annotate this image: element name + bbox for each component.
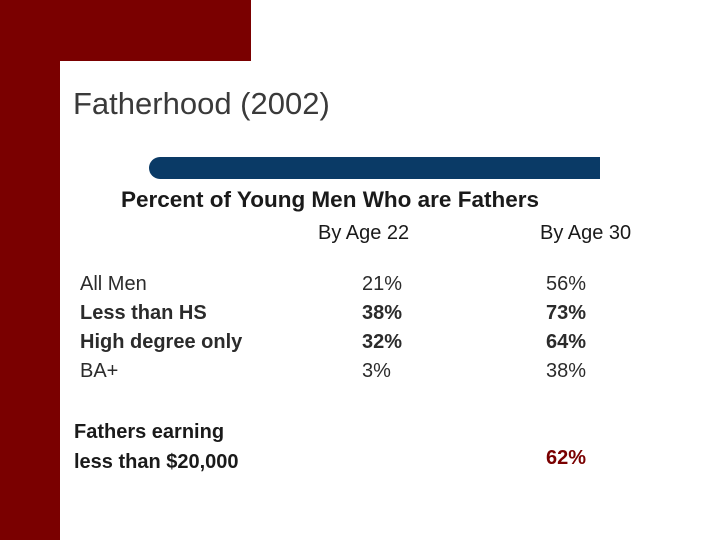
value-age-22: 3% bbox=[362, 360, 391, 382]
value-age-30: 56% bbox=[546, 273, 587, 295]
content-corner bbox=[60, 61, 82, 83]
value-age-30: 38% bbox=[546, 360, 587, 382]
row-label: High degree only bbox=[80, 331, 243, 353]
fathers-earning-value-age-30: 62% bbox=[546, 447, 587, 469]
left-decor-bar bbox=[0, 0, 60, 540]
row-label: BA+ bbox=[80, 360, 119, 382]
column-header-age-30: By Age 30 bbox=[540, 222, 632, 244]
table-row: BA+ 3% 38% bbox=[0, 360, 720, 389]
slide-title: Fatherhood (2002) bbox=[73, 86, 330, 121]
title-rule bbox=[160, 157, 600, 179]
table-row: High degree only 32% 64% bbox=[0, 331, 720, 360]
table-row: Less than HS 38% 73% bbox=[0, 302, 720, 331]
fathers-earning-line-1: Fathers earning bbox=[74, 421, 225, 443]
column-header-age-22: By Age 22 bbox=[318, 222, 410, 244]
table-row: All Men 21% 56% bbox=[0, 273, 720, 302]
value-age-22: 32% bbox=[362, 331, 403, 353]
table-subtitle: Percent of Young Men Who are Fathers bbox=[121, 187, 539, 212]
row-label: All Men bbox=[80, 273, 147, 295]
value-age-30: 64% bbox=[546, 331, 587, 353]
fathers-earning-line-2: less than $20,000 bbox=[74, 451, 239, 473]
value-age-30: 73% bbox=[546, 302, 587, 324]
top-decor-block bbox=[60, 0, 251, 61]
value-age-22: 38% bbox=[362, 302, 403, 324]
fathers-earning-label: Fathers earning less than $20,000 bbox=[74, 417, 239, 477]
row-label: Less than HS bbox=[80, 302, 207, 324]
value-age-22: 21% bbox=[362, 273, 403, 295]
